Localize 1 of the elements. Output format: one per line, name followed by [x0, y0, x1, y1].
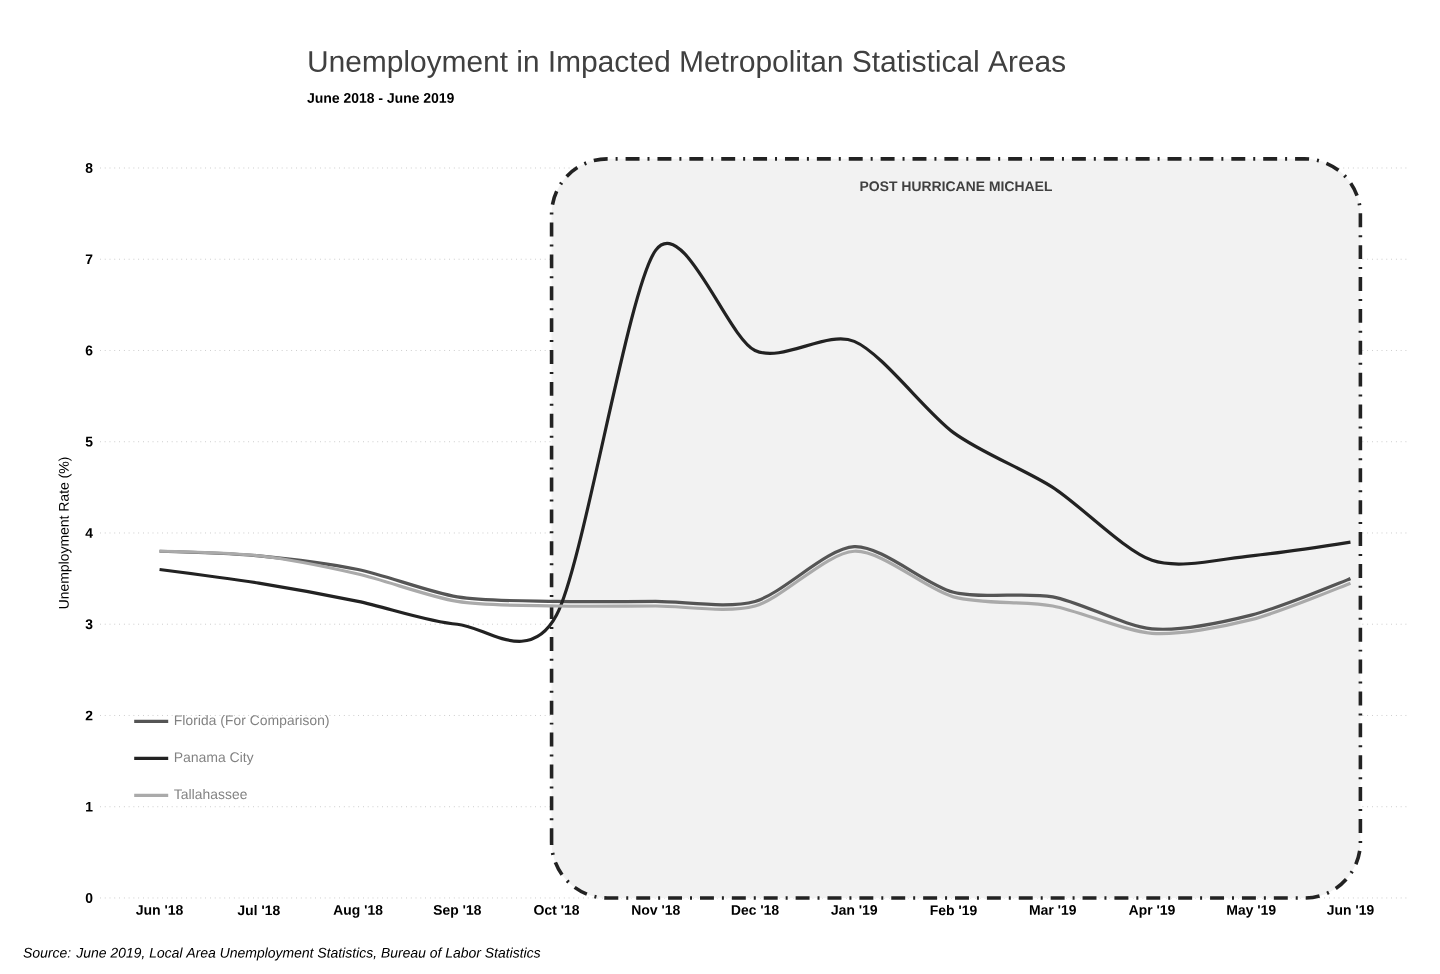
chart-title: Unemployment in Impacted Metropolitan Statistical Areas: [309, 50, 1066, 78]
